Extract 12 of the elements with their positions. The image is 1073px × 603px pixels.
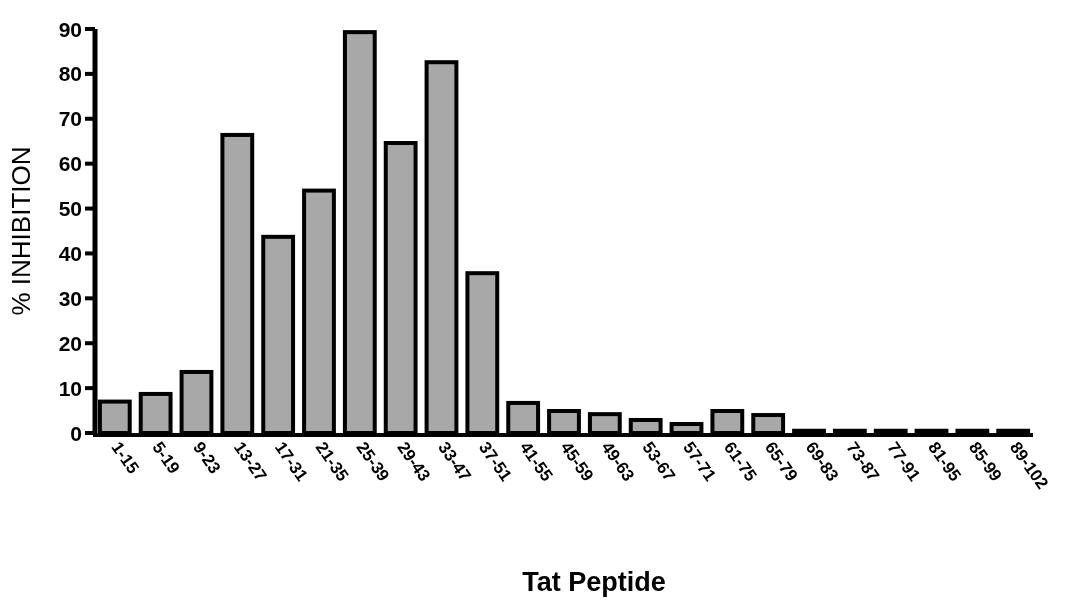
- y-tick-label: 20: [58, 331, 82, 355]
- y-tick-label: 80: [58, 62, 82, 86]
- y-axis-title: % INHIBITION: [6, 146, 36, 316]
- y-tick-label: 30: [58, 286, 82, 310]
- y-tick-label: 60: [58, 152, 82, 176]
- x-axis-title: Tat Peptide: [522, 567, 666, 597]
- y-tick-label: 50: [58, 197, 82, 221]
- y-tick-label: 40: [58, 242, 82, 265]
- y-tick-label: 0: [70, 421, 82, 445]
- y-tick-label: 10: [58, 376, 82, 400]
- y-tick-label: 90: [58, 17, 82, 41]
- y-tick-label: 70: [58, 107, 82, 131]
